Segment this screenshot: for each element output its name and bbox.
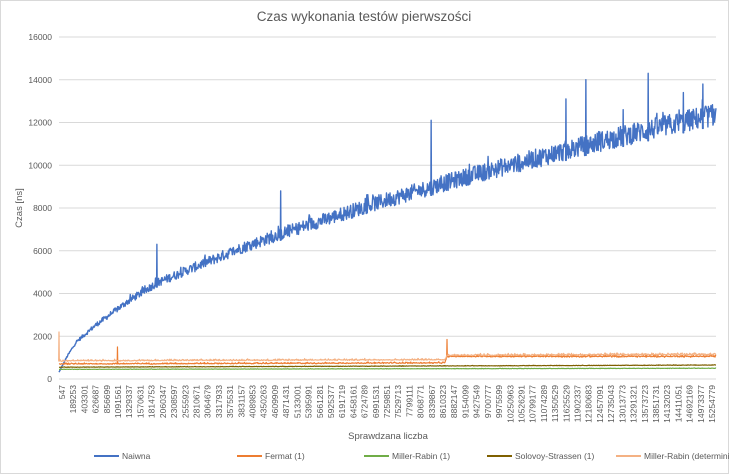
x-tick-label: 8339867 bbox=[427, 385, 437, 418]
series-layer bbox=[58, 72, 717, 373]
x-tick-label: 7259851 bbox=[382, 385, 392, 418]
x-tick-label: 7529713 bbox=[393, 385, 403, 418]
x-tick-label: 8882147 bbox=[449, 385, 459, 418]
y-tick-label: 6000 bbox=[33, 246, 52, 256]
x-tick-label: 11350529 bbox=[550, 385, 560, 422]
gridlines bbox=[59, 36, 716, 337]
x-tick-label: 13573723 bbox=[640, 385, 650, 423]
y-tick-label: 12000 bbox=[28, 118, 52, 128]
x-tick-label: 2308597 bbox=[169, 385, 179, 418]
x-tick-label: 13013773 bbox=[617, 385, 627, 423]
x-tick-label: 5395991 bbox=[304, 385, 314, 418]
legend-label: Fermat (1) bbox=[265, 451, 305, 461]
y-axis-ticks: 0 2000 4000 6000 8000 10000 12000 14000 16000 bbox=[28, 32, 52, 384]
x-tick-label: 11074289 bbox=[539, 385, 549, 422]
x-tick-label: 9427549 bbox=[472, 385, 482, 418]
x-tick-label: 10250963 bbox=[505, 385, 515, 423]
x-tick-label: 3575531 bbox=[225, 385, 235, 418]
x-tick-label: 9700777 bbox=[483, 385, 493, 418]
legend-label: Miller-Rabin (1) bbox=[392, 451, 450, 461]
x-tick-label: 9154099 bbox=[460, 385, 470, 418]
x-tick-label: 10799177 bbox=[528, 385, 538, 423]
x-tick-label: 11902337 bbox=[573, 385, 583, 422]
y-tick-label: 0 bbox=[47, 374, 52, 384]
y-tick-label: 16000 bbox=[28, 32, 52, 42]
x-tick-label: 4871431 bbox=[281, 385, 291, 418]
x-tick-label: 2060347 bbox=[158, 385, 168, 418]
x-tick-label: 4609909 bbox=[270, 385, 280, 418]
x-tick-label: 2810671 bbox=[191, 385, 201, 418]
x-tick-label: 8610323 bbox=[438, 385, 448, 418]
x-tick-label: 4089853 bbox=[248, 385, 258, 418]
x-tick-label: 1814753 bbox=[147, 385, 157, 418]
x-axis-ticks: 547 189253 403301 626687 856699 1091561 132933… bbox=[57, 385, 717, 423]
x-tick-label: 3831157 bbox=[236, 385, 246, 418]
x-tick-label: 5925377 bbox=[326, 385, 336, 418]
x-tick-label: 13851731 bbox=[651, 385, 661, 423]
x-tick-label: 6991531 bbox=[371, 385, 381, 418]
y-tick-label: 14000 bbox=[28, 75, 52, 85]
x-tick-label: 1570631 bbox=[135, 385, 145, 418]
x-tick-label: 8068771 bbox=[416, 385, 426, 418]
series-line-3 bbox=[58, 364, 717, 368]
x-tick-label: 15254779 bbox=[707, 385, 717, 423]
x-tick-label: 403301 bbox=[79, 385, 89, 414]
x-tick-label: 14973377 bbox=[696, 385, 706, 423]
x-tick-label: 2555923 bbox=[180, 385, 190, 418]
y-tick-label: 2000 bbox=[33, 331, 52, 341]
y-tick-label: 4000 bbox=[33, 289, 52, 299]
x-tick-label: 11625529 bbox=[561, 385, 571, 422]
x-tick-label: 189253 bbox=[68, 385, 78, 414]
legend-label: Miller-Rabin (deterministyczny) bbox=[644, 451, 729, 461]
x-tick-label: 3317933 bbox=[214, 385, 224, 418]
series-line-2 bbox=[58, 367, 717, 371]
x-tick-label: 7799111 bbox=[404, 385, 414, 417]
series-line-0 bbox=[58, 72, 717, 373]
series-line-4 bbox=[58, 331, 717, 362]
chart-title: Czas wykonania testów pierwszości bbox=[257, 9, 472, 24]
x-axis-title: Sprawdzana liczba bbox=[348, 431, 428, 442]
x-tick-label: 6458161 bbox=[348, 385, 358, 418]
x-tick-label: 9975599 bbox=[494, 385, 504, 418]
x-tick-label: 14132023 bbox=[662, 385, 672, 423]
y-tick-label: 8000 bbox=[33, 203, 52, 213]
x-tick-label: 4350263 bbox=[259, 385, 269, 418]
y-axis-title: Czas [ns] bbox=[14, 188, 25, 228]
x-tick-label: 13291321 bbox=[629, 385, 639, 423]
x-tick-label: 6724789 bbox=[360, 385, 370, 418]
x-tick-label: 3064679 bbox=[203, 385, 213, 418]
x-tick-label: 1329337 bbox=[124, 385, 134, 418]
legend-label: Solovoy-Strassen (1) bbox=[515, 451, 595, 461]
x-tick-label: 6191719 bbox=[337, 385, 347, 418]
x-tick-label: 12180683 bbox=[584, 385, 594, 423]
x-tick-label: 5133001 bbox=[292, 385, 302, 418]
series-line-1 bbox=[58, 338, 717, 366]
legend: Naiwna Fermat (1) Miller-Rabin (1) Solovoy-… bbox=[94, 451, 729, 461]
x-tick-label: 5661281 bbox=[315, 385, 325, 418]
x-tick-label: 12735043 bbox=[606, 385, 616, 423]
x-tick-label: 14411051 bbox=[673, 385, 683, 422]
x-tick-label: 1091561 bbox=[113, 385, 123, 418]
x-tick-label: 10526291 bbox=[516, 385, 526, 423]
x-tick-label: 547 bbox=[57, 385, 67, 399]
x-tick-label: 856699 bbox=[102, 385, 112, 414]
x-tick-label: 626687 bbox=[91, 385, 101, 414]
x-tick-label: 12457091 bbox=[595, 385, 605, 423]
x-tick-label: 14692169 bbox=[685, 385, 695, 423]
legend-label: Naiwna bbox=[122, 451, 151, 461]
y-tick-label: 10000 bbox=[28, 160, 52, 170]
